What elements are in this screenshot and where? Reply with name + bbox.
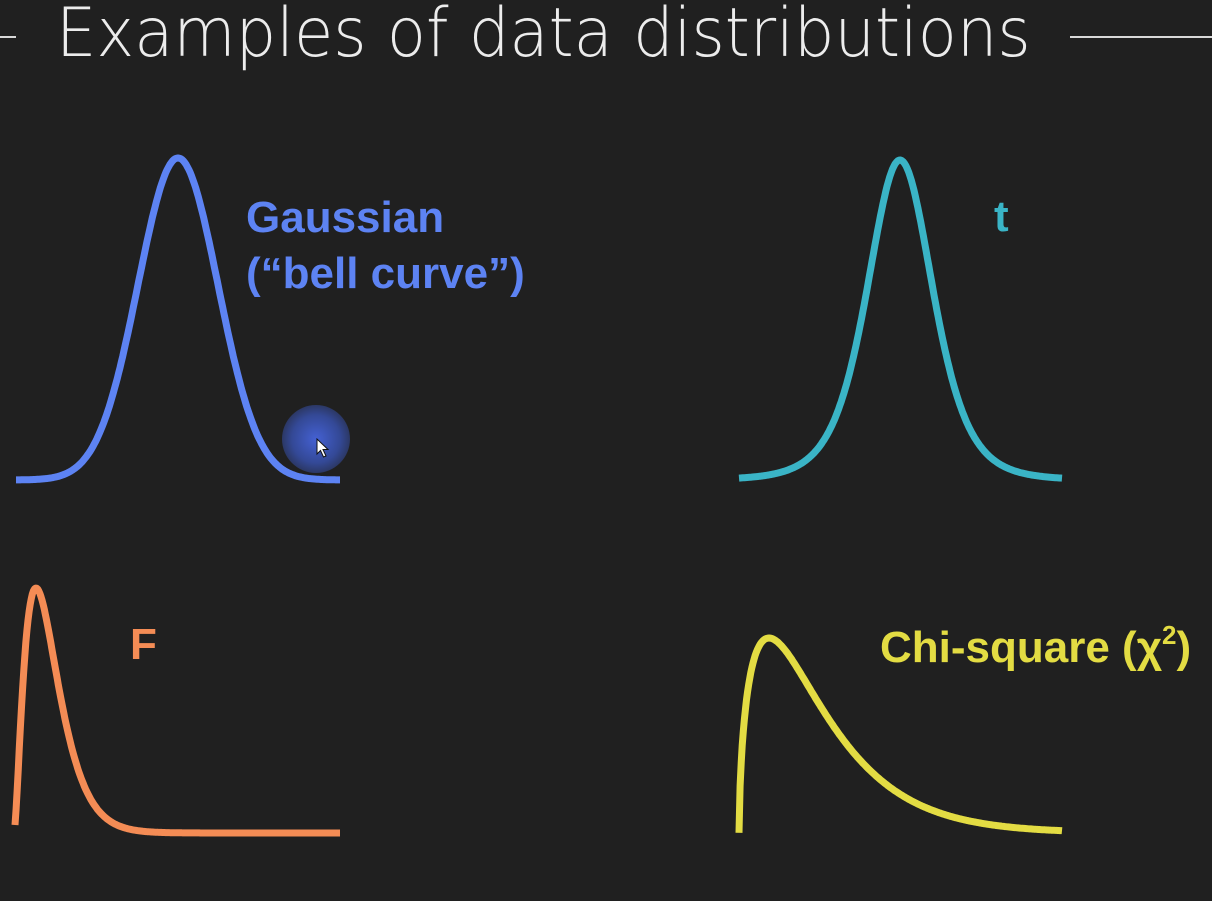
title-rule-right [1070, 36, 1212, 38]
chi-square-label: Chi-square (χ2) [880, 620, 1191, 673]
mouse-pointer-icon [316, 438, 330, 458]
slide-title: Examples of data distributions [56, 0, 1031, 73]
f-curve [11, 584, 343, 837]
chi-square-label-suffix: ) [1176, 623, 1192, 672]
f-label: F [130, 620, 157, 669]
cursor-highlight [282, 405, 350, 473]
t-label: t [994, 192, 1009, 241]
gaussian-label-line-1: Gaussian [246, 193, 445, 242]
chi-square-superscript: 2 [1162, 620, 1177, 650]
t-curve [736, 156, 1065, 482]
gaussian-label-line-2: (“bell curve”) [246, 249, 525, 298]
title-rule-left [0, 36, 16, 38]
gaussian-curve [13, 154, 343, 484]
chi-square-curve [735, 634, 1065, 835]
gaussian-label: Gaussian (“bell curve”) [246, 190, 525, 302]
chi-square-label-text: Chi-square (χ [880, 623, 1163, 672]
